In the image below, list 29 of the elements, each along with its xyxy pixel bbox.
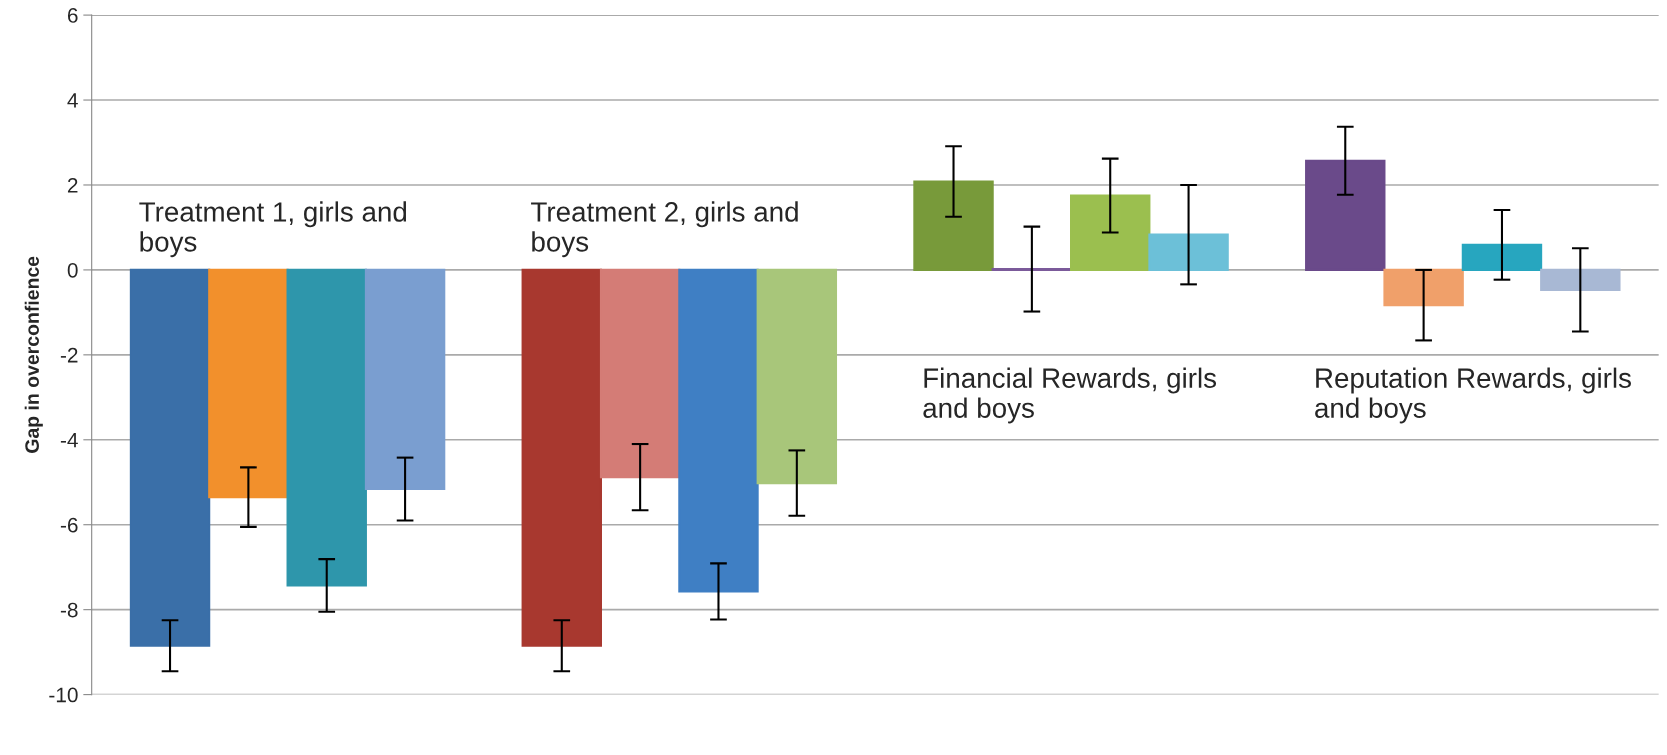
y-tick-label: -8: [60, 602, 78, 618]
bar: [599, 268, 681, 479]
y-tick-label: -6: [60, 517, 78, 533]
bar: [1461, 243, 1543, 271]
x-tick-label: Financial Rewards, girls and boys: [923, 367, 1217, 424]
bar: [1148, 233, 1229, 271]
bar: [756, 268, 838, 485]
bar: [1540, 268, 1621, 291]
bar: [208, 268, 289, 499]
bar: [678, 268, 759, 593]
x-tick-label: Treatment 2, girls and boys: [531, 201, 798, 258]
bar: [1305, 159, 1386, 271]
x-tick-label: Treatment 1, girls and boys: [139, 201, 407, 258]
bar: [286, 268, 367, 587]
bar: [364, 268, 446, 491]
bar: [913, 180, 994, 271]
bar: [1383, 268, 1464, 307]
y-tick-label: 0: [67, 262, 78, 278]
y-tick-label: -2: [60, 347, 78, 363]
y-tick-label: 4: [67, 93, 78, 108]
y-axis-title: Gap in overconfience: [24, 256, 43, 453]
y-tick-label: 2: [67, 177, 78, 193]
bar: [1070, 194, 1151, 271]
bar: [129, 268, 211, 647]
y-tick-label: -10: [49, 687, 78, 703]
y-tick-label: 6: [67, 8, 78, 23]
y-tick-label: -4: [60, 433, 78, 448]
x-tick-label: Reputation Rewards, girls and boys: [1315, 367, 1631, 424]
bar: [521, 268, 602, 647]
